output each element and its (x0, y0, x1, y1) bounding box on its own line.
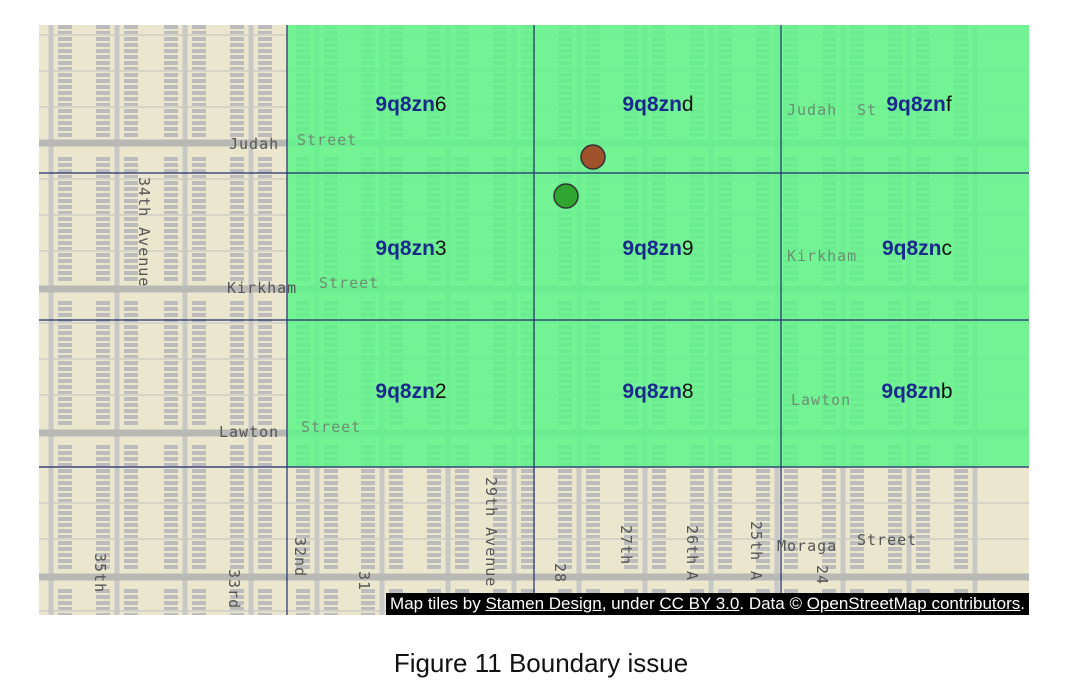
street-label-judah-right-st: St (857, 101, 877, 119)
geohash-label-8: 9q8zn8 (622, 380, 693, 403)
street-label-32nd: 32nd (291, 537, 309, 577)
geohash-grid (39, 25, 1029, 615)
map-canvas: Judah Street Judah St Kirkham Street Kir… (39, 25, 1029, 615)
street-label-29th-avenue: 29th Avenue (482, 477, 500, 587)
map-attribution: Map tiles by Stamen Design, under CC BY … (386, 593, 1029, 615)
geohash-label-f: 9q8znf (886, 93, 952, 116)
street-label-27th: 27th (617, 525, 635, 565)
street-label-25th: 25th (747, 521, 765, 561)
geohash-label-3: 9q8zn3 (375, 237, 446, 260)
stamen-design-link[interactable]: Stamen Design (485, 594, 602, 613)
street-label-lawton-right: Lawton (791, 391, 851, 409)
street-label-street-1: Street (297, 131, 357, 149)
street-label-judah-right: Judah (787, 101, 837, 119)
street-label-judah-left: Judah (229, 135, 279, 153)
geohash-label-d: 9q8znd (622, 93, 693, 116)
street-label-26th-suffix: A (683, 571, 701, 581)
geohash-label-c: 9q8znc (882, 237, 952, 260)
openstreetmap-link[interactable]: OpenStreetMap contributors (806, 594, 1021, 613)
street-label-street-2: Street (319, 274, 379, 292)
geohash-cell-2 (287, 320, 534, 467)
point-marker-brown[interactable] (580, 144, 606, 170)
geohash-label-9: 9q8zn9 (622, 237, 693, 260)
street-label-lawton-left: Lawton (219, 423, 279, 441)
geohash-label-2: 9q8zn2 (375, 380, 446, 403)
point-marker-green[interactable] (553, 183, 579, 209)
street-label-28: 28 (551, 563, 569, 583)
geohash-cell-d (534, 25, 781, 173)
street-label-25th-suffix: A (747, 571, 765, 581)
map-view[interactable]: Judah Street Judah St Kirkham Street Kir… (39, 25, 1029, 615)
geohash-label-b: 9q8znb (881, 380, 952, 403)
street-label-street-4: Street (857, 531, 917, 549)
street-label-35th: 35th (91, 553, 109, 593)
geohash-cell-b (781, 320, 1029, 467)
cc-by-license-link[interactable]: CC BY 3.0 (659, 594, 740, 613)
street-label-26th: 26th (683, 525, 701, 565)
geohash-cell-8 (534, 320, 781, 467)
street-label-34th-avenue: 34th Avenue (135, 177, 153, 287)
street-label-33rd: 33rd (225, 569, 243, 609)
geohash-label-6: 9q8zn6 (375, 93, 446, 116)
street-label-kirkham-left: Kirkham (227, 279, 297, 297)
geohash-cell-6 (287, 25, 534, 173)
street-label-street-3: Street (301, 418, 361, 436)
geohash-cell-c (781, 173, 1029, 320)
street-label-moraga: Moraga (777, 537, 837, 555)
geohash-cell-f (781, 25, 1029, 173)
street-label-24: 24 (813, 565, 831, 585)
figure-caption: Figure 11 Boundary issue (393, 648, 689, 678)
geohash-cell-3 (287, 173, 534, 320)
street-label-31: 31 (355, 571, 373, 591)
street-label-kirkham-right: Kirkham (787, 247, 857, 265)
geohash-highlight (287, 25, 1029, 467)
